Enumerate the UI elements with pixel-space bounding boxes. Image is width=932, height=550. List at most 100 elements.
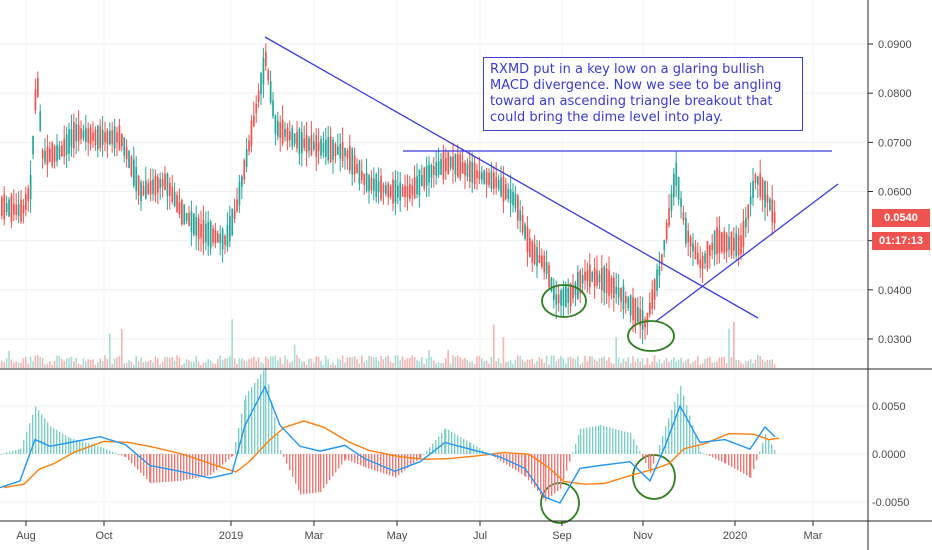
histogram-bar (595, 426, 597, 454)
volume-bar (341, 355, 344, 368)
candle-body (257, 90, 260, 102)
histogram-bar (318, 454, 320, 493)
candle-body (704, 253, 706, 264)
histogram-bar (377, 454, 379, 472)
candle-body (149, 180, 152, 195)
candle-body (658, 266, 661, 276)
histogram-bar (521, 454, 523, 475)
histogram-bar (598, 425, 600, 454)
candle-body (346, 150, 349, 159)
volume-bar (305, 364, 308, 368)
volume-bar (757, 355, 759, 368)
volume-bar (749, 359, 752, 368)
volume-bar (529, 359, 531, 368)
candle-body (325, 139, 327, 157)
candle-body (651, 289, 654, 309)
candle-body (387, 183, 390, 198)
volume-bar (274, 355, 277, 368)
histogram-bar (746, 454, 748, 476)
candle-body (610, 277, 613, 294)
candle-body (538, 255, 541, 263)
histogram-bar (222, 454, 224, 465)
histogram-bar (642, 454, 644, 457)
descending-trendline (264, 36, 759, 319)
candle-body (154, 176, 157, 196)
histogram-bar (627, 432, 629, 454)
histogram-bar (292, 454, 294, 477)
candle-body (541, 255, 543, 268)
candle-body (56, 145, 58, 162)
candle-body (166, 173, 169, 197)
histogram-bar (59, 431, 61, 454)
candle-body (526, 226, 529, 253)
candle-body (673, 173, 675, 198)
annotation-note[interactable]: RXMD put in a key low on a glaring bulli… (483, 57, 803, 131)
volume-bar (603, 356, 605, 368)
histogram-bar (65, 435, 67, 454)
price-tick-label: 0.0700 (878, 137, 912, 149)
volume-bar (632, 355, 634, 368)
volume-bar (17, 362, 20, 368)
candle-body (125, 147, 128, 160)
volume-bar (130, 361, 133, 368)
histogram-bar (743, 454, 745, 474)
volume-bar (413, 357, 416, 368)
volume-bar (685, 360, 687, 368)
price-tick-label: 0.0400 (878, 285, 912, 297)
volume-bar (423, 363, 425, 368)
histogram-bar (662, 435, 664, 454)
candle-body (509, 189, 512, 204)
last-price-badge: 0.0540 (872, 209, 930, 227)
volume-bar (579, 364, 581, 368)
histogram-bar (265, 367, 267, 454)
volume-bar (272, 356, 274, 368)
volume-bar (555, 361, 557, 368)
volume-bar (214, 363, 217, 368)
volume-bar (193, 361, 195, 368)
price-tick-label: 0.0800 (878, 88, 912, 100)
candle-body (123, 137, 126, 156)
candle-body (425, 165, 428, 187)
histogram-bar (338, 454, 340, 469)
histogram-bar (466, 440, 468, 454)
candle-body (622, 285, 625, 310)
volume-bar (277, 360, 279, 368)
candle-body (142, 185, 145, 196)
candle-body (118, 125, 121, 150)
candle-body (476, 170, 478, 179)
candle-body (188, 213, 190, 226)
candle-body (205, 223, 207, 242)
histogram-bar (759, 451, 761, 454)
histogram-bar (241, 413, 243, 454)
candle-body (620, 288, 622, 302)
candle-body (457, 154, 459, 177)
candle-body (317, 142, 320, 152)
candle-body (152, 179, 154, 194)
volume-bar (689, 363, 692, 368)
candle-body (298, 128, 301, 155)
volume-bar (509, 359, 512, 368)
candle-body (344, 148, 346, 157)
volume-bar (531, 358, 533, 368)
volume-bar (598, 358, 601, 368)
candle-body (442, 152, 445, 179)
volume-bar (747, 360, 749, 368)
volume-bar (445, 358, 447, 368)
volume-bar (406, 358, 409, 368)
candle-body (320, 139, 322, 156)
histogram-bar (426, 450, 428, 454)
histogram-bar (91, 444, 93, 454)
candle-body (675, 162, 678, 186)
candle-body (63, 138, 66, 157)
volume-bar (298, 358, 301, 368)
candle-body (435, 162, 438, 176)
volume-bar (730, 357, 733, 368)
volume-bar (613, 363, 615, 368)
volume-bar (644, 364, 646, 368)
volume-bar (109, 333, 111, 368)
histogram-bar (82, 441, 84, 454)
histogram-bar (639, 451, 641, 454)
volume-bar (550, 355, 553, 368)
candle-body (291, 128, 294, 147)
volume-bar (433, 360, 435, 368)
